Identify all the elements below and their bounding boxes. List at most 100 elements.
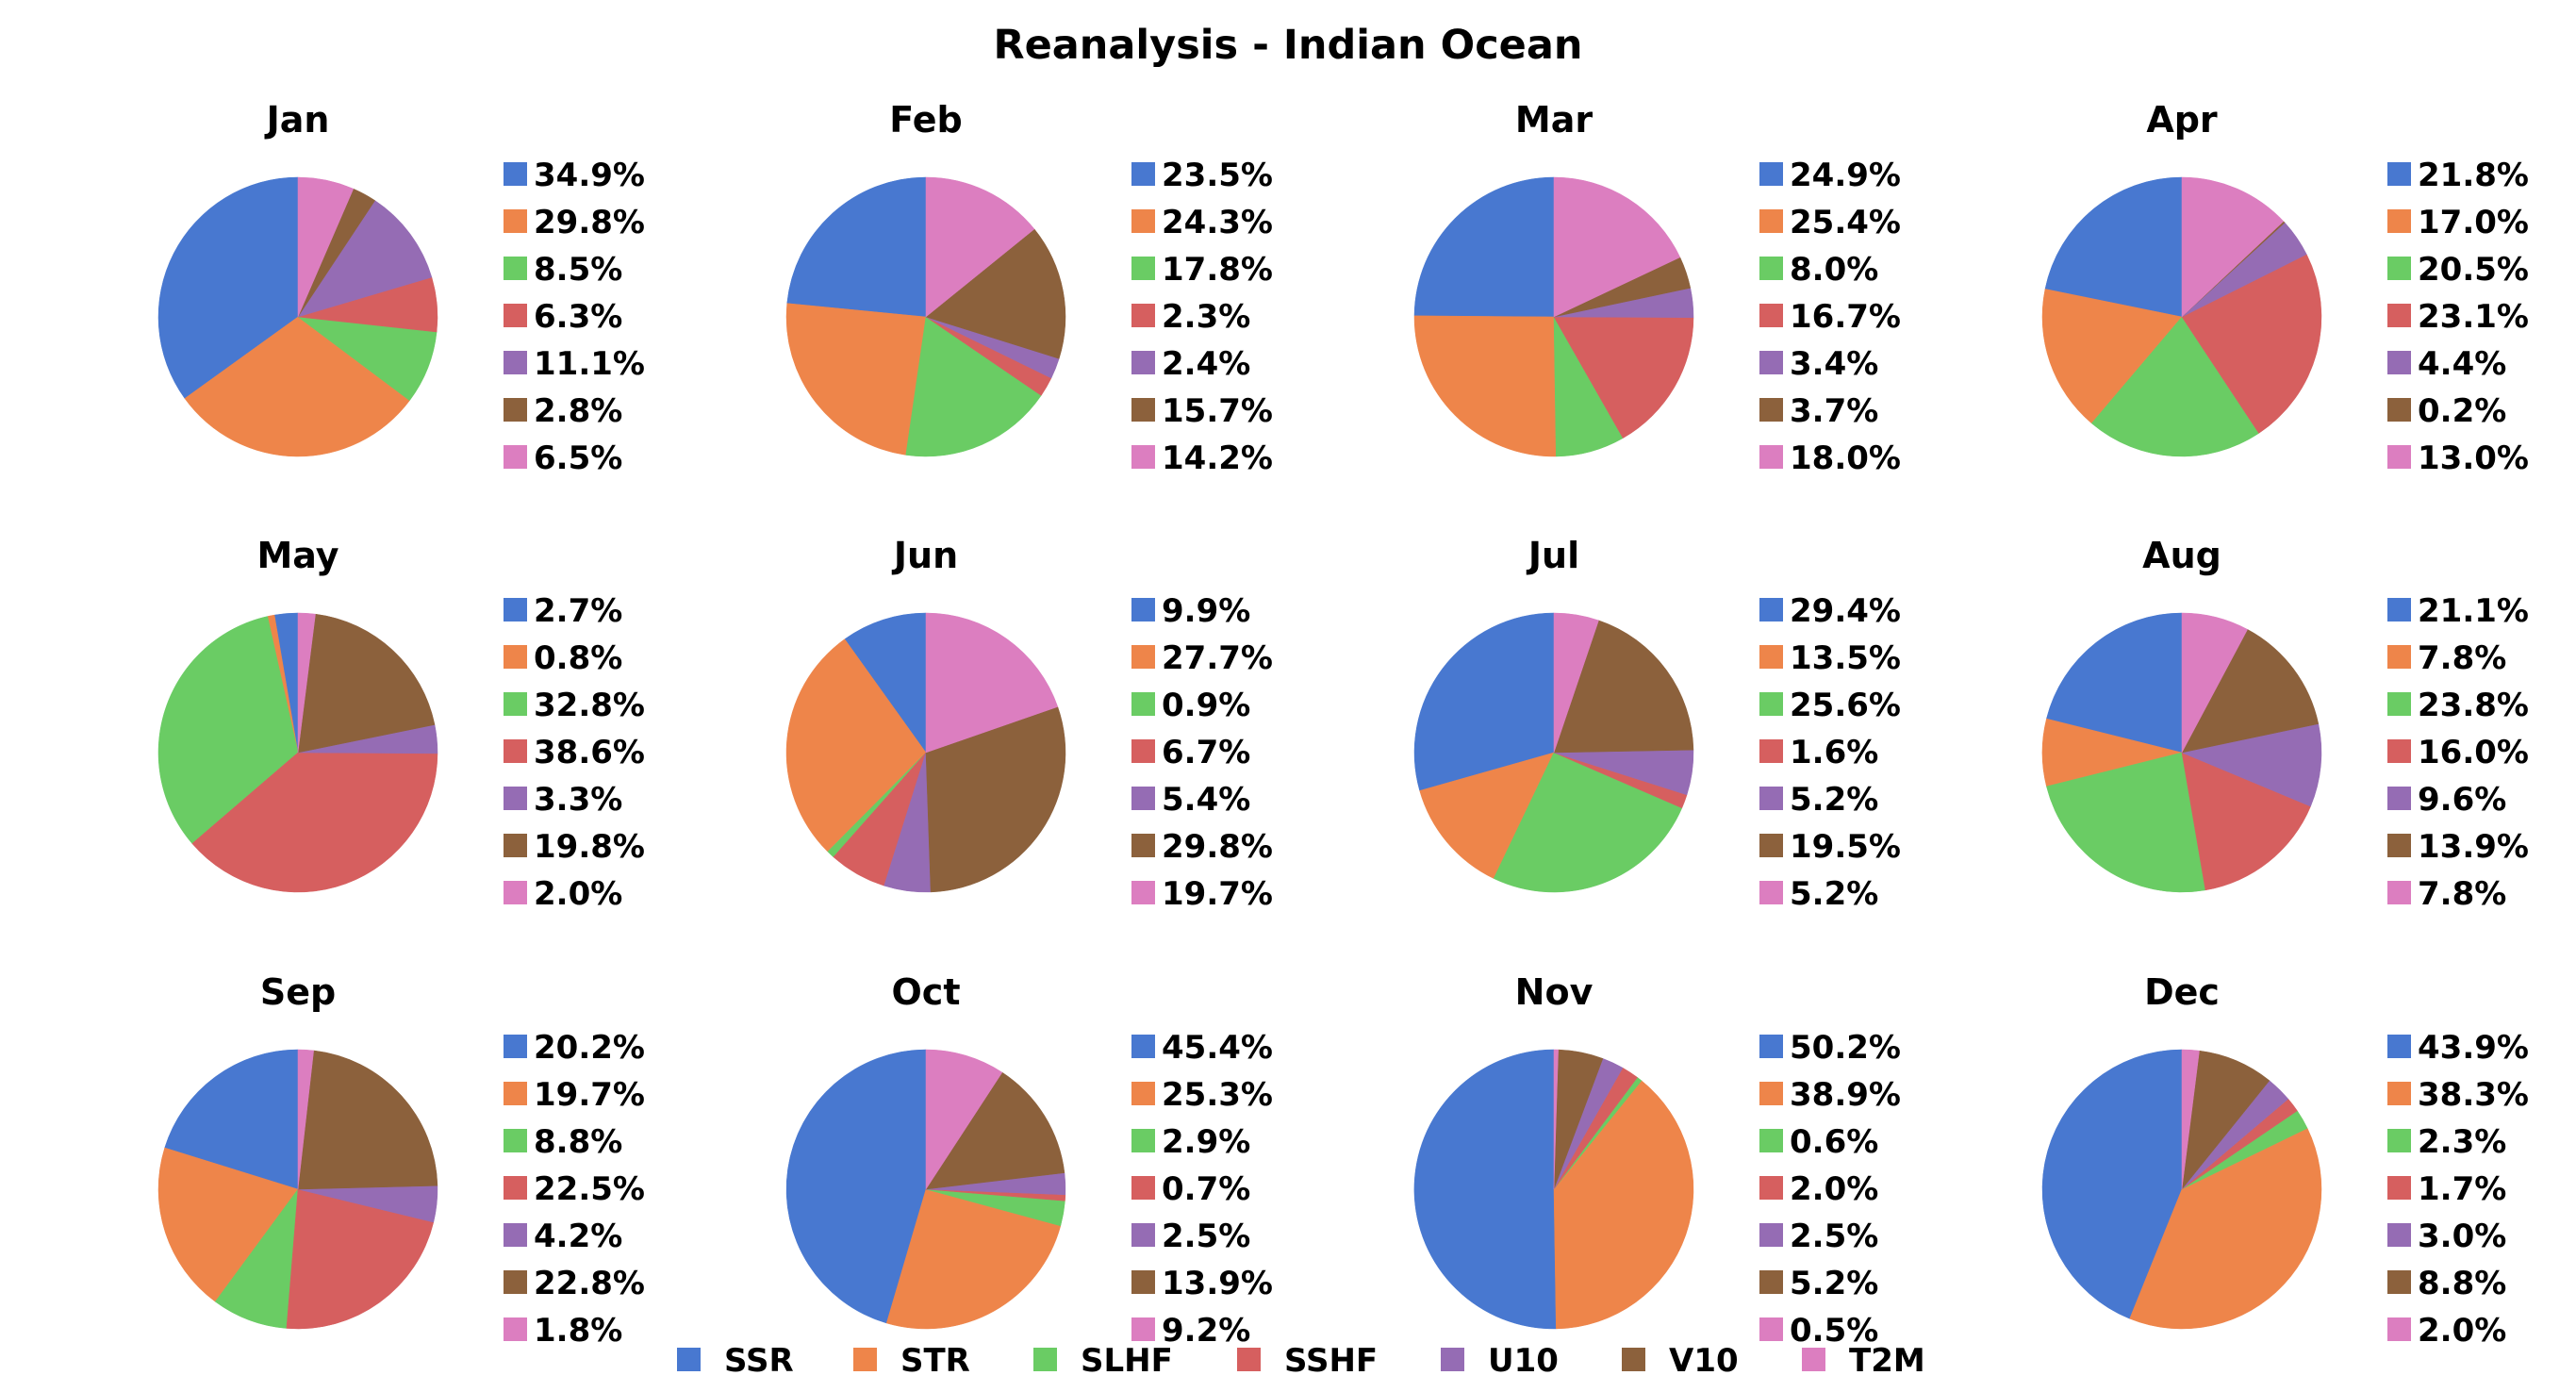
pct-swatch-dec-str	[2387, 1082, 2411, 1105]
pct-label-oct-slhf: 2.9%	[1162, 1123, 1250, 1161]
pct-swatch-dec-ssr	[2387, 1035, 2411, 1058]
pct-label-nov-slhf: 0.6%	[1790, 1123, 1878, 1161]
pct-label-jan-ssr: 34.9%	[534, 157, 645, 194]
pct-swatch-jan-slhf	[504, 257, 527, 280]
pct-swatch-jul-slhf	[1759, 692, 1783, 716]
pct-swatch-feb-ssr	[1131, 162, 1155, 186]
pie-slice-apr-slhf	[2090, 316, 2259, 457]
pct-label-aug-v10: 13.9%	[2418, 828, 2529, 866]
pct-label-aug-str: 7.8%	[2418, 639, 2506, 677]
pct-label-jul-ssr: 29.4%	[1790, 592, 1901, 630]
pie-panels: Jan 34.9% 29.8% 8.5% 6.3% 11.1% 2.8% 6.5% Feb 23.…	[157, 99, 2529, 1350]
pie-slice-feb-slhf	[905, 316, 1042, 457]
pie-slice-feb-ssr	[786, 176, 927, 318]
pie-slice-jul-slhf	[1493, 752, 1683, 893]
pct-label-sep-sshf: 22.5%	[534, 1170, 645, 1208]
pct-swatch-aug-ssr	[2387, 598, 2411, 621]
legend: SSR STR SLHF SSHF U10 V10 T2M	[677, 1342, 1925, 1380]
pie-slice-aug-t2m	[2181, 612, 2248, 754]
pie-title-nov: Nov	[1515, 971, 1593, 1013]
pct-label-jan-u10: 11.1%	[534, 345, 645, 383]
pct-swatch-jun-sshf	[1131, 739, 1155, 763]
pie-slice-oct-ssr	[785, 1049, 927, 1324]
pct-swatch-jul-ssr	[1759, 598, 1783, 621]
pct-swatch-sep-v10	[504, 1270, 527, 1294]
pie-slice-apr-sshf	[2181, 254, 2322, 434]
pie-panel-oct: Oct 45.4% 25.3% 2.9% 0.7% 2.5% 13.9% 9.2%	[785, 971, 1273, 1350]
pct-label-jul-t2m: 5.2%	[1790, 875, 1878, 913]
pie-slice-may-slhf	[157, 616, 299, 844]
pie-slice-jun-str	[785, 638, 927, 853]
pct-swatch-jan-sshf	[504, 304, 527, 327]
pct-swatch-dec-slhf	[2387, 1129, 2411, 1152]
pct-label-mar-sshf: 16.7%	[1790, 298, 1901, 336]
pct-swatch-jan-u10	[504, 351, 527, 374]
legend-swatch-u10	[1441, 1348, 1464, 1371]
pct-label-jul-v10: 19.5%	[1790, 828, 1901, 866]
pct-swatch-feb-slhf	[1131, 257, 1155, 280]
pct-label-aug-t2m: 7.8%	[2418, 875, 2506, 913]
pct-swatch-may-sshf	[504, 739, 527, 763]
pct-swatch-may-t2m	[504, 881, 527, 904]
pct-label-jul-sshf: 1.6%	[1790, 734, 1878, 771]
pct-swatch-mar-ssr	[1759, 162, 1783, 186]
pct-swatch-mar-slhf	[1759, 257, 1783, 280]
pct-label-jan-sshf: 6.3%	[534, 298, 622, 336]
pct-swatch-aug-t2m	[2387, 881, 2411, 904]
pie-slice-nov-t2m	[1553, 1049, 1559, 1190]
pie-slice-jul-t2m	[1553, 612, 1599, 754]
pct-swatch-jan-str	[504, 209, 527, 233]
pct-label-jun-slhf: 0.9%	[1162, 687, 1250, 724]
legend-swatch-v10	[1622, 1348, 1645, 1371]
pct-swatch-aug-v10	[2387, 834, 2411, 857]
legend-swatch-sshf	[1237, 1348, 1261, 1371]
legend-swatch-t2m	[1802, 1348, 1825, 1371]
pie-slice-may-sshf	[191, 752, 438, 893]
pct-label-jun-ssr: 9.9%	[1162, 592, 1250, 630]
pct-label-jun-v10: 29.8%	[1162, 828, 1273, 866]
pct-swatch-sep-ssr	[504, 1035, 527, 1058]
pct-label-apr-u10: 4.4%	[2418, 345, 2506, 383]
pct-swatch-mar-v10	[1759, 398, 1783, 422]
pct-swatch-may-v10	[504, 834, 527, 857]
pie-slice-jan-t2m	[297, 176, 355, 318]
pct-label-may-slhf: 32.8%	[534, 687, 645, 724]
pie-slice-nov-str	[1553, 1080, 1694, 1330]
pct-swatch-feb-t2m	[1131, 445, 1155, 469]
pie-title-apr: Apr	[2146, 99, 2218, 141]
pct-label-mar-v10: 3.7%	[1790, 392, 1878, 430]
pie-slice-apr-t2m	[2181, 176, 2285, 318]
pct-swatch-apr-str	[2387, 209, 2411, 233]
pie-slice-may-v10	[297, 613, 436, 754]
pct-swatch-oct-sshf	[1131, 1176, 1155, 1200]
pct-swatch-may-u10	[504, 787, 527, 810]
pct-label-feb-v10: 15.7%	[1162, 392, 1273, 430]
pct-swatch-jun-v10	[1131, 834, 1155, 857]
pie-title-sep: Sep	[260, 971, 336, 1013]
pie-slice-sep-t2m	[297, 1049, 314, 1190]
pct-swatch-feb-sshf	[1131, 304, 1155, 327]
pct-swatch-nov-str	[1759, 1082, 1783, 1105]
pct-swatch-nov-t2m	[1759, 1317, 1783, 1341]
pct-label-apr-v10: 0.2%	[2418, 392, 2506, 430]
pie-panel-mar: Mar 24.9% 25.4% 8.0% 16.7% 3.4% 3.7% 18.0%	[1413, 99, 1901, 477]
pie-slice-jun-t2m	[925, 612, 1059, 754]
pct-label-aug-ssr: 21.1%	[2418, 592, 2529, 630]
pie-slice-sep-ssr	[164, 1049, 299, 1190]
pie-slice-oct-t2m	[925, 1049, 1003, 1190]
pct-label-may-v10: 19.8%	[534, 828, 645, 866]
pct-label-sep-v10: 22.8%	[534, 1265, 645, 1302]
pct-label-sep-slhf: 8.8%	[534, 1123, 622, 1161]
pct-label-aug-sshf: 16.0%	[2418, 734, 2529, 771]
pie-slice-aug-slhf	[2046, 752, 2206, 893]
pct-swatch-jul-str	[1759, 645, 1783, 669]
pct-swatch-mar-str	[1759, 209, 1783, 233]
pct-swatch-sep-u10	[504, 1223, 527, 1247]
pie-slice-feb-str	[785, 303, 927, 456]
pct-swatch-sep-str	[504, 1082, 527, 1105]
pct-label-mar-ssr: 24.9%	[1790, 157, 1901, 194]
pct-label-jul-u10: 5.2%	[1790, 781, 1878, 819]
pct-swatch-jan-t2m	[504, 445, 527, 469]
pct-label-oct-v10: 13.9%	[1162, 1265, 1273, 1302]
pct-label-oct-ssr: 45.4%	[1162, 1029, 1273, 1067]
